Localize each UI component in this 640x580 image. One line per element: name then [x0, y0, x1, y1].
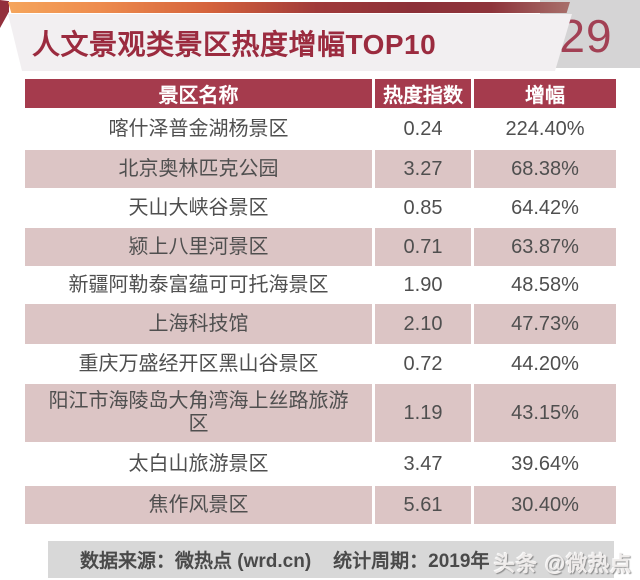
cell-heat-index: 3.47: [372, 442, 471, 486]
cell-growth: 44.20%: [471, 344, 616, 384]
table-row: 阳江市海陵岛大角湾海上丝路旅游区 1.19 43.15%: [25, 384, 616, 442]
cell-growth: 48.58%: [471, 266, 616, 304]
table-row: 太白山旅游景区 3.47 39.64%: [25, 442, 616, 486]
title-banner: 人文景观类景区热度增幅TOP10: [8, 14, 572, 71]
ribbon-fold-decoration: [0, 0, 9, 28]
table-header-row: 景区名称 热度指数 增幅: [25, 79, 616, 108]
cell-heat-index: 1.19: [372, 384, 471, 442]
table-row: 北京奥林匹克公园 3.27 68.38%: [25, 150, 616, 188]
cell-growth: 64.42%: [471, 188, 616, 228]
table-row: 重庆万盛经开区黑山谷景区 0.72 44.20%: [25, 344, 616, 384]
page-title: 人文景观类景区热度增幅TOP10: [32, 28, 437, 60]
table-row: 焦作风景区 5.61 30.40%: [25, 486, 616, 524]
cell-heat-index: 0.24: [372, 108, 471, 150]
cell-heat-index: 2.10: [372, 304, 471, 344]
cell-heat-index: 5.61: [372, 486, 471, 524]
column-header-name: 景区名称: [158, 85, 239, 107]
column-header-growth: 增幅: [471, 79, 616, 108]
stat-period-label: 统计周期：2019年: [333, 551, 490, 572]
watermark: 头条 @微热点: [494, 553, 633, 576]
cell-scenic-name: 阳江市海陵岛大角湾海上丝路旅游区: [48, 390, 349, 435]
cell-growth: 43.15%: [471, 384, 616, 442]
cell-heat-index: 3.27: [372, 150, 471, 188]
gradient-ribbon: [8, 2, 570, 13]
cell-scenic-name: 上海科技馆: [148, 312, 249, 335]
cell-scenic-name: 颍上八里河景区: [128, 235, 269, 258]
cell-growth: 39.64%: [471, 442, 616, 486]
cell-scenic-name: 太白山旅游景区: [128, 452, 269, 475]
cell-growth: 68.38%: [471, 150, 616, 188]
cell-growth: 47.73%: [471, 304, 616, 344]
data-source-label: 数据来源：微热点 (wrd.cn): [80, 551, 312, 572]
column-header-index: 热度指数: [372, 79, 471, 108]
footer-bar: 数据来源：微热点 (wrd.cn) 统计周期：2019年: [48, 541, 614, 578]
table-row: 颍上八里河景区 0.71 63.87%: [25, 228, 616, 266]
cell-scenic-name: 北京奥林匹克公园: [118, 157, 279, 180]
cell-growth: 63.87%: [471, 228, 616, 266]
cell-heat-index: 0.71: [372, 228, 471, 266]
cell-heat-index: 1.90: [372, 266, 471, 304]
ranking-table: 景区名称 热度指数 增幅 喀什泽普金湖杨景区 0.24 224.40% 北京奥林匹克公…: [25, 79, 616, 524]
cell-scenic-name: 新疆阿勒泰富蕴可可托海景区: [68, 273, 329, 296]
cell-growth: 224.40%: [471, 108, 616, 150]
cell-scenic-name: 焦作风景区: [148, 493, 249, 516]
table-row: 上海科技馆 2.10 47.73%: [25, 304, 616, 344]
table-row: 喀什泽普金湖杨景区 0.24 224.40%: [25, 108, 616, 150]
cell-heat-index: 0.85: [372, 188, 471, 228]
cell-heat-index: 0.72: [372, 344, 471, 384]
cell-scenic-name: 天山大峡谷景区: [128, 196, 269, 219]
cell-scenic-name: 喀什泽普金湖杨景区: [108, 117, 289, 140]
cell-growth: 30.40%: [471, 486, 616, 524]
table-row: 新疆阿勒泰富蕴可可托海景区 1.90 48.58%: [25, 266, 616, 304]
cell-scenic-name: 重庆万盛经开区黑山谷景区: [78, 352, 319, 375]
table-body: 喀什泽普金湖杨景区 0.24 224.40% 北京奥林匹克公园 3.27 68.38% 天山…: [25, 108, 616, 524]
table-row: 天山大峡谷景区 0.85 64.42%: [25, 188, 616, 228]
